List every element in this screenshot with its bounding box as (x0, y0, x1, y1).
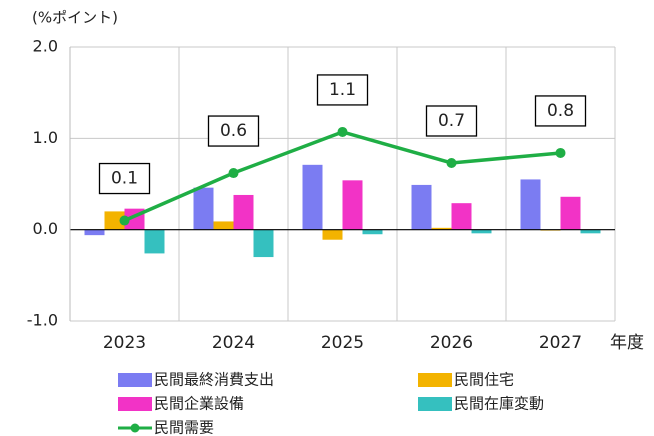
bar (451, 203, 472, 230)
x-tick-label: 2023 (103, 333, 146, 353)
data-label: 0.1 (111, 169, 138, 189)
legend-label: 民間需要 (154, 419, 214, 436)
legend-swatch (118, 373, 152, 387)
x-tick-label: 2027 (539, 333, 582, 353)
y-tick-label: 0.0 (33, 219, 58, 238)
data-label: 0.8 (547, 101, 574, 121)
data-label-box (534, 95, 587, 127)
bar (253, 229, 274, 258)
x-tick-label: 2024 (212, 333, 255, 353)
bar (342, 180, 363, 230)
bar (144, 229, 165, 254)
x-tick-label: 2025 (321, 333, 364, 353)
bar (193, 187, 214, 230)
bar (431, 227, 452, 230)
data-label: 0.6 (220, 121, 247, 141)
bar (213, 221, 234, 230)
y-tick-label: 2.0 (33, 37, 58, 56)
bar (302, 164, 323, 230)
legend-marker (130, 423, 140, 433)
bar (84, 229, 105, 236)
legend-label: 民間在庫変動 (454, 395, 544, 413)
data-label-box (98, 162, 151, 195)
data-label: 1.1 (329, 80, 356, 100)
bar (362, 229, 383, 235)
x-tick-label: 2026 (430, 333, 473, 353)
data-label-box (425, 105, 478, 137)
line-marker (228, 168, 239, 179)
bar (104, 211, 125, 230)
bar (322, 229, 343, 240)
bar (520, 179, 541, 230)
bar (471, 229, 492, 234)
x-axis-label: 年度 (610, 333, 644, 353)
data-label-box (207, 115, 260, 147)
line-marker (337, 126, 348, 137)
y-tick-label: 1.0 (33, 128, 58, 147)
bar (580, 229, 601, 234)
bar (560, 196, 581, 230)
legend-swatch (418, 373, 452, 387)
legend-label: 民間最終消費支出 (154, 371, 274, 389)
line-marker (119, 215, 130, 226)
legend-label: 民間企業設備 (154, 395, 244, 413)
legend-swatch (118, 397, 152, 411)
data-label: 0.7 (438, 111, 465, 131)
legend-label: 民間住宅 (454, 371, 514, 389)
legend-swatch (418, 397, 452, 411)
bar (411, 184, 432, 230)
y-tick-label: -1.0 (27, 311, 58, 330)
data-label-box (316, 74, 369, 106)
bar (233, 194, 254, 230)
line-marker (446, 157, 457, 168)
y-axis-unit: (%ポイント) (32, 9, 118, 27)
line-marker (555, 147, 566, 158)
